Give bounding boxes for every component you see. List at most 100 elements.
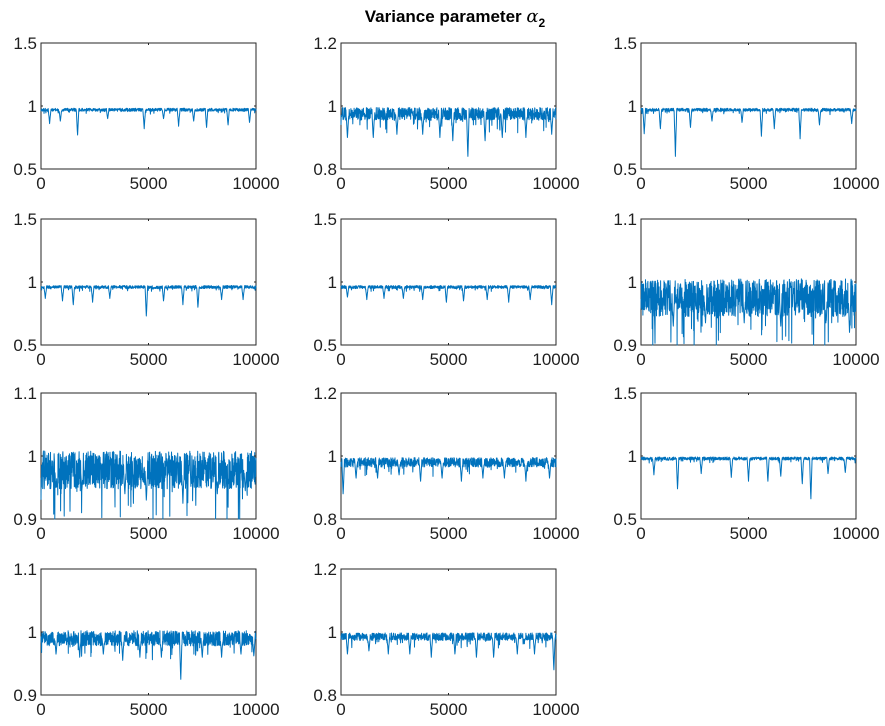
series-line [640,107,857,157]
y-tick-label: 1 [628,97,637,116]
axes-box [340,392,557,520]
axes-box [640,42,857,170]
y-tick-label: 1.2 [313,34,337,53]
y-tick-label: 1.5 [13,34,37,53]
axes-box [40,42,257,170]
y-tick-label: 1 [628,273,637,292]
series-line [340,285,557,306]
x-tick-label: 5000 [130,700,168,719]
subplot-10: 0.9 1 1.1 0 5000 10000 [13,560,279,719]
x-tick-label: 0 [636,524,645,543]
y-tick-label: 1 [328,97,337,116]
x-tick-label: 5000 [430,174,468,193]
y-tick-label: 0.5 [613,160,637,179]
x-tick-label: 10000 [232,700,279,719]
subplot-9: 0.5 1 1.5 0 5000 10000 [613,384,879,543]
x-tick-label: 10000 [532,524,579,543]
y-tick-label: 1.1 [13,560,37,579]
x-tick-label: 0 [36,524,45,543]
series-line [40,630,257,680]
subplot-4: 0.5 1 1.5 0 5000 10000 [13,210,279,369]
subplot-3: 0.5 1 1.5 0 5000 10000 [613,34,879,193]
axes-box [640,392,857,520]
subplot-6: 0.9 1 1.1 0 5000 10000 [613,210,879,369]
x-tick-label: 0 [36,700,45,719]
figure-title: Variance parameter α2 [365,6,546,30]
figure-title-subscript: 2 [539,16,546,30]
y-tick-label: 0.5 [13,336,37,355]
y-tick-label: 1.5 [313,210,337,229]
axes-box [340,218,557,346]
y-tick-label: 1 [28,447,37,466]
subplot-8: 0.8 1 1.2 0 5000 10000 [313,384,579,543]
y-tick-label: 1 [328,623,337,642]
series-line [40,450,257,520]
x-tick-label: 0 [336,524,345,543]
x-tick-label: 0 [636,174,645,193]
subplot-7: 0.9 1 1.1 0 5000 10000 [13,384,279,543]
y-tick-label: 1.1 [613,210,637,229]
x-tick-label: 5000 [730,350,768,369]
x-tick-label: 0 [36,350,45,369]
axes-box [340,42,557,170]
y-tick-label: 0.9 [13,686,37,705]
x-tick-label: 5000 [430,700,468,719]
x-tick-label: 0 [36,174,45,193]
series-line [340,632,557,671]
y-tick-label: 1 [28,623,37,642]
y-tick-label: 1 [328,447,337,466]
y-tick-label: 1.5 [13,210,37,229]
x-tick-label: 5000 [730,174,768,193]
x-tick-label: 10000 [832,350,879,369]
axes-box [40,218,257,346]
series-line [40,107,257,136]
series-line [40,285,257,317]
y-tick-label: 0.5 [13,160,37,179]
x-tick-label: 5000 [430,350,468,369]
y-tick-label: 1.2 [313,560,337,579]
x-tick-label: 5000 [730,524,768,543]
series-line [340,107,557,157]
figure-title-text: Variance parameter [365,7,527,26]
y-tick-label: 1 [628,447,637,466]
subplot-1: 0.5 1 1.5 0 5000 10000 [13,34,279,193]
y-tick-label: 1.5 [613,384,637,403]
x-tick-label: 10000 [232,350,279,369]
axes-box [340,568,557,696]
x-tick-label: 0 [336,350,345,369]
y-tick-label: 1.5 [613,34,637,53]
y-tick-label: 0.8 [313,160,337,179]
y-tick-label: 1.1 [13,384,37,403]
series-line [640,456,857,500]
y-tick-label: 0.9 [13,510,37,529]
y-tick-label: 1 [328,273,337,292]
series-line [640,278,857,346]
subplot-2: 0.8 1 1.2 0 5000 10000 [313,34,579,193]
figure-title-symbol: α [526,6,538,27]
y-tick-label: 0.9 [613,336,637,355]
x-tick-label: 10000 [532,700,579,719]
x-tick-label: 10000 [832,524,879,543]
x-tick-label: 10000 [532,174,579,193]
series-line [340,457,557,495]
x-tick-label: 0 [336,174,345,193]
x-tick-label: 10000 [232,524,279,543]
subplot-11: 0.8 1 1.2 0 5000 10000 [313,560,579,719]
x-tick-label: 0 [636,350,645,369]
y-tick-label: 1.2 [313,384,337,403]
y-tick-label: 0.5 [313,336,337,355]
x-tick-label: 10000 [232,174,279,193]
x-tick-label: 10000 [832,174,879,193]
x-tick-label: 5000 [130,350,168,369]
x-tick-label: 10000 [532,350,579,369]
y-tick-label: 0.5 [613,510,637,529]
x-tick-label: 5000 [130,524,168,543]
subplot-5: 0.5 1 1.5 0 5000 10000 [313,210,579,369]
y-tick-label: 0.8 [313,686,337,705]
y-tick-label: 1 [28,97,37,116]
x-tick-label: 5000 [430,524,468,543]
y-tick-label: 1 [28,273,37,292]
y-tick-label: 0.8 [313,510,337,529]
